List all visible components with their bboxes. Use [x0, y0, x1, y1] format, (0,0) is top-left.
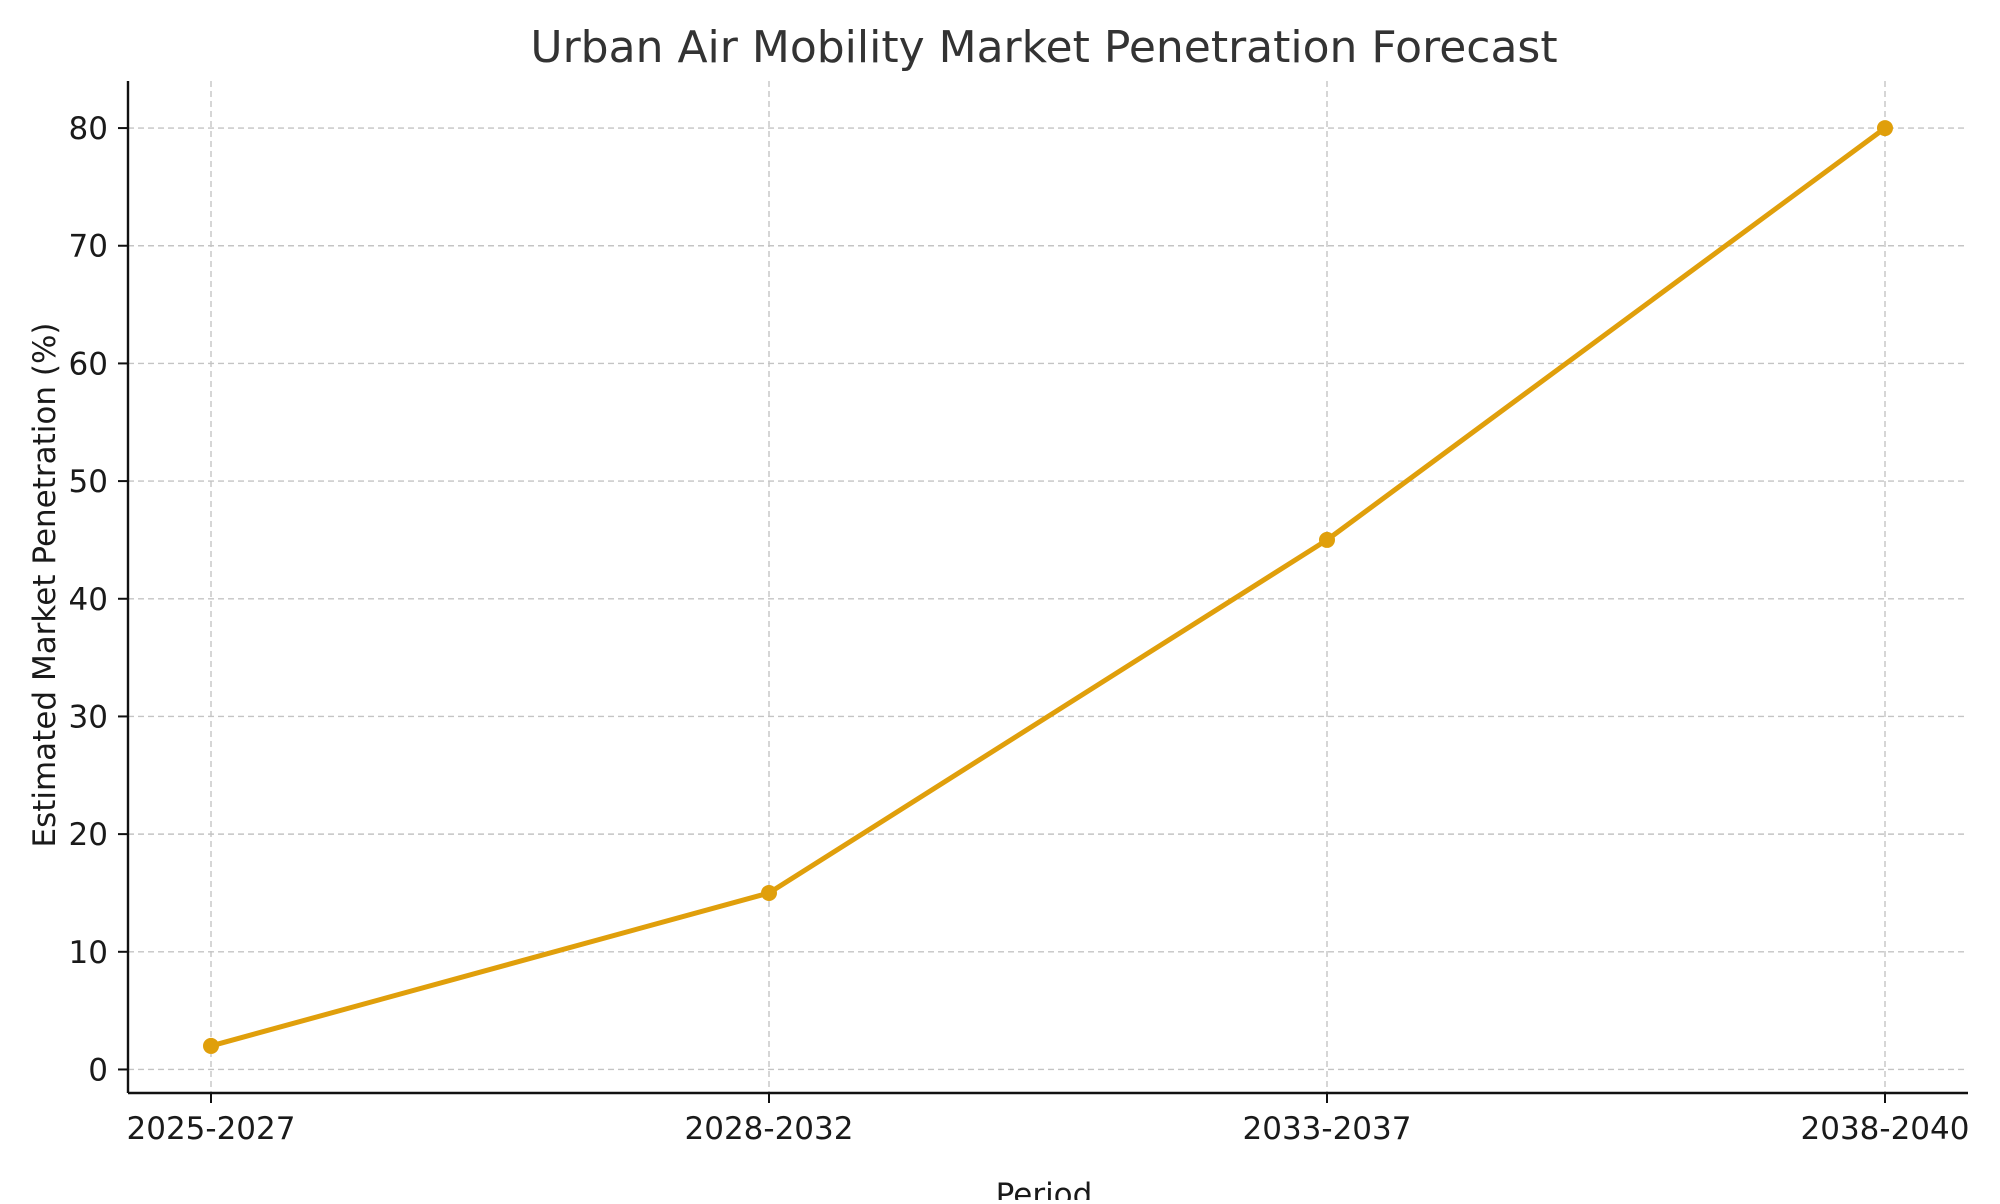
axes	[126, 81, 1968, 1095]
ticks: 0 10 20 30 40 50 60 70 80 2025-2027 2028-2032 2033-…	[69, 111, 1970, 1147]
y-tick-label: 20	[69, 817, 108, 853]
x-axis-label: Period	[996, 1177, 1093, 1200]
y-tick-label: 70	[69, 229, 108, 265]
data-point	[1877, 120, 1893, 137]
y-tick-label: 50	[69, 464, 108, 500]
y-tick-label: 60	[69, 346, 108, 382]
y-tick-label: 30	[69, 699, 108, 735]
y-tick-label: 10	[69, 935, 108, 971]
x-tick-label: 2028-2032	[685, 1111, 854, 1147]
x-tick-label: 2025-2027	[127, 1111, 296, 1147]
data-point	[761, 884, 777, 901]
data-point	[1319, 531, 1335, 548]
y-tick-label: 80	[69, 111, 108, 147]
x-tick-label: 2038-2040	[1801, 1111, 1970, 1147]
gridlines	[128, 81, 1968, 1093]
y-axis-label: Estimated Market Penetration (%)	[27, 322, 63, 847]
data-point	[203, 1037, 219, 1054]
x-tick-label: 2033-2037	[1243, 1111, 1412, 1147]
series-line	[208, 125, 1888, 1049]
chart-title: Urban Air Mobility Market Penetration Fo…	[530, 22, 1557, 73]
y-tick-label: 40	[69, 582, 108, 618]
series	[203, 120, 1893, 1054]
y-tick-label: 0	[88, 1052, 108, 1088]
